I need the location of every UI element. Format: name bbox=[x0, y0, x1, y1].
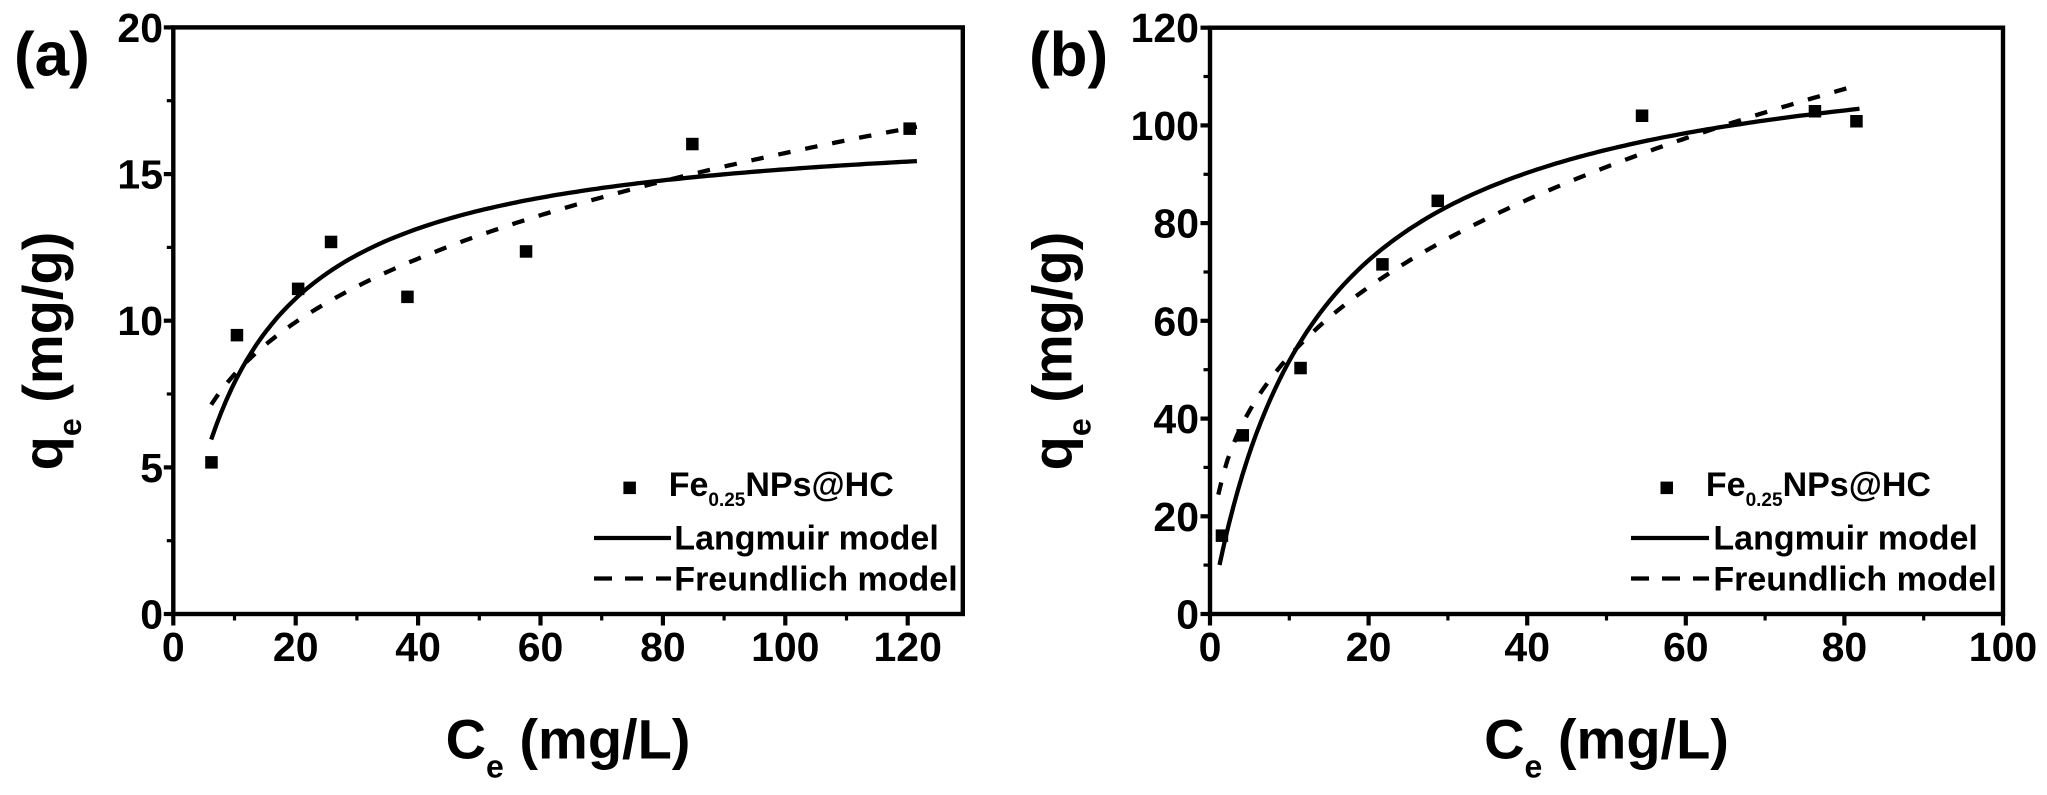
svg-text:Freundlich model: Freundlich model bbox=[674, 561, 957, 599]
svg-text:120: 120 bbox=[873, 624, 941, 670]
svg-text:20: 20 bbox=[1346, 624, 1392, 670]
svg-text:Langmuir model: Langmuir model bbox=[1713, 520, 1977, 558]
svg-text:80: 80 bbox=[1822, 624, 1868, 670]
svg-text:(b): (b) bbox=[1029, 21, 1108, 90]
svg-text:60: 60 bbox=[1663, 624, 1709, 670]
svg-text:80: 80 bbox=[640, 624, 686, 670]
svg-text:40: 40 bbox=[1504, 624, 1550, 670]
svg-text:80: 80 bbox=[1153, 201, 1199, 247]
svg-text:20: 20 bbox=[273, 624, 319, 670]
svg-text:0: 0 bbox=[162, 624, 185, 670]
svg-text:10: 10 bbox=[117, 298, 163, 344]
svg-text:120: 120 bbox=[1131, 5, 1199, 51]
svg-text:100: 100 bbox=[751, 624, 819, 670]
svg-text:(a): (a) bbox=[14, 21, 90, 90]
svg-text:0: 0 bbox=[1199, 624, 1222, 670]
svg-text:60: 60 bbox=[518, 624, 564, 670]
svg-text:15: 15 bbox=[117, 152, 163, 198]
svg-text:100: 100 bbox=[1131, 103, 1199, 149]
svg-text:0: 0 bbox=[1176, 592, 1199, 638]
svg-text:40: 40 bbox=[1153, 396, 1199, 442]
svg-text:100: 100 bbox=[1969, 624, 2037, 670]
svg-text:20: 20 bbox=[117, 5, 163, 51]
svg-text:5: 5 bbox=[140, 445, 163, 491]
svg-text:60: 60 bbox=[1153, 298, 1199, 344]
svg-text:Fe0.25NPs@HC: Fe0.25NPs@HC bbox=[669, 466, 894, 511]
svg-text:0: 0 bbox=[140, 592, 163, 638]
svg-text:40: 40 bbox=[395, 624, 441, 670]
svg-text:Langmuir model: Langmuir model bbox=[674, 520, 938, 558]
svg-text:20: 20 bbox=[1153, 494, 1199, 540]
svg-text:Fe0.25NPs@HC: Fe0.25NPs@HC bbox=[1706, 466, 1931, 511]
svg-text:Freundlich model: Freundlich model bbox=[1713, 561, 1996, 599]
